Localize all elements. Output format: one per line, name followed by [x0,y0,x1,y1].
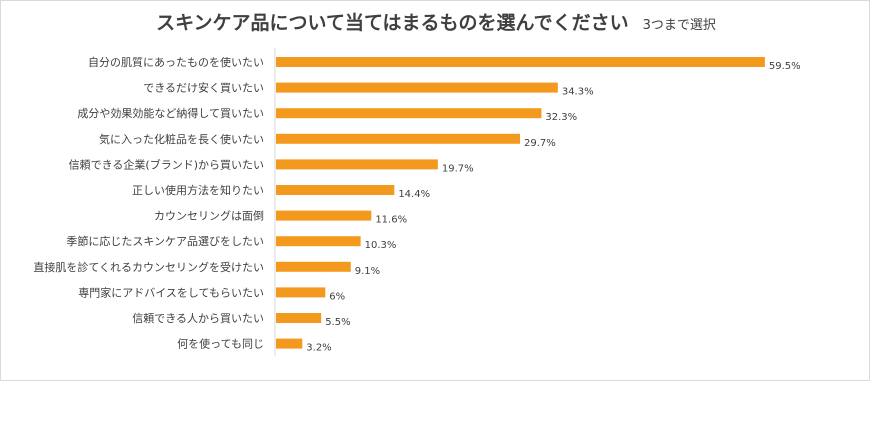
value-label: 6% [329,291,345,302]
chart-title-main: スキンケア品について当てはまるものを選んでください [156,12,629,34]
category-label: 直接肌を診てくれるカウンセリングを受けたい [33,260,264,274]
bar [276,261,351,272]
category-label: 専門家にアドバイスをしてもらいたい [78,285,264,299]
bar [276,185,395,195]
value-label: 34.3% [562,87,594,98]
value-label: 59.5% [769,61,801,72]
bar [276,210,372,221]
bar [276,313,322,323]
chart-subtitle: 3つまで選択 [642,18,716,33]
value-label: 11.6% [375,215,407,226]
category-label: 成分や効果効能など納得して買いたい [77,106,264,120]
bar [276,287,326,298]
category-label: 正しい使用方法を知りたい [132,183,264,197]
value-label: 5.5% [325,317,350,328]
value-label: 9.1% [355,266,380,277]
category-label: できるだけ安く買いたい [143,81,264,95]
value-label: 10.3% [365,240,397,251]
value-label: 19.7% [442,163,474,174]
category-label: 信頼できる企業(ブランド)から買いたい [69,157,264,171]
category-label: 何を使っても同じ [177,338,264,351]
bar [276,159,438,170]
bar [276,338,303,349]
value-label: 29.7% [524,138,556,149]
category-label: 信頼できる人から買いたい [132,312,264,325]
category-label: 季節に応じたスキンケア品選びをしたい [66,234,264,248]
bar [276,236,361,247]
bar [276,133,521,144]
category-label: 気に入った化粧品を長く使いたい [99,132,264,146]
category-label: カウンセリングは面倒 [154,209,264,223]
bar [276,57,765,67]
value-label: 14.4% [398,189,430,200]
category-label: 自分の肌質にあったものを使いたい [88,55,264,69]
bar [276,108,542,119]
bar [276,82,558,93]
value-label: 32.3% [545,112,577,123]
chart-title: スキンケア品について当てはまるものを選んでください 3つまで選択 [0,8,872,35]
value-label: 3.2% [306,343,331,354]
